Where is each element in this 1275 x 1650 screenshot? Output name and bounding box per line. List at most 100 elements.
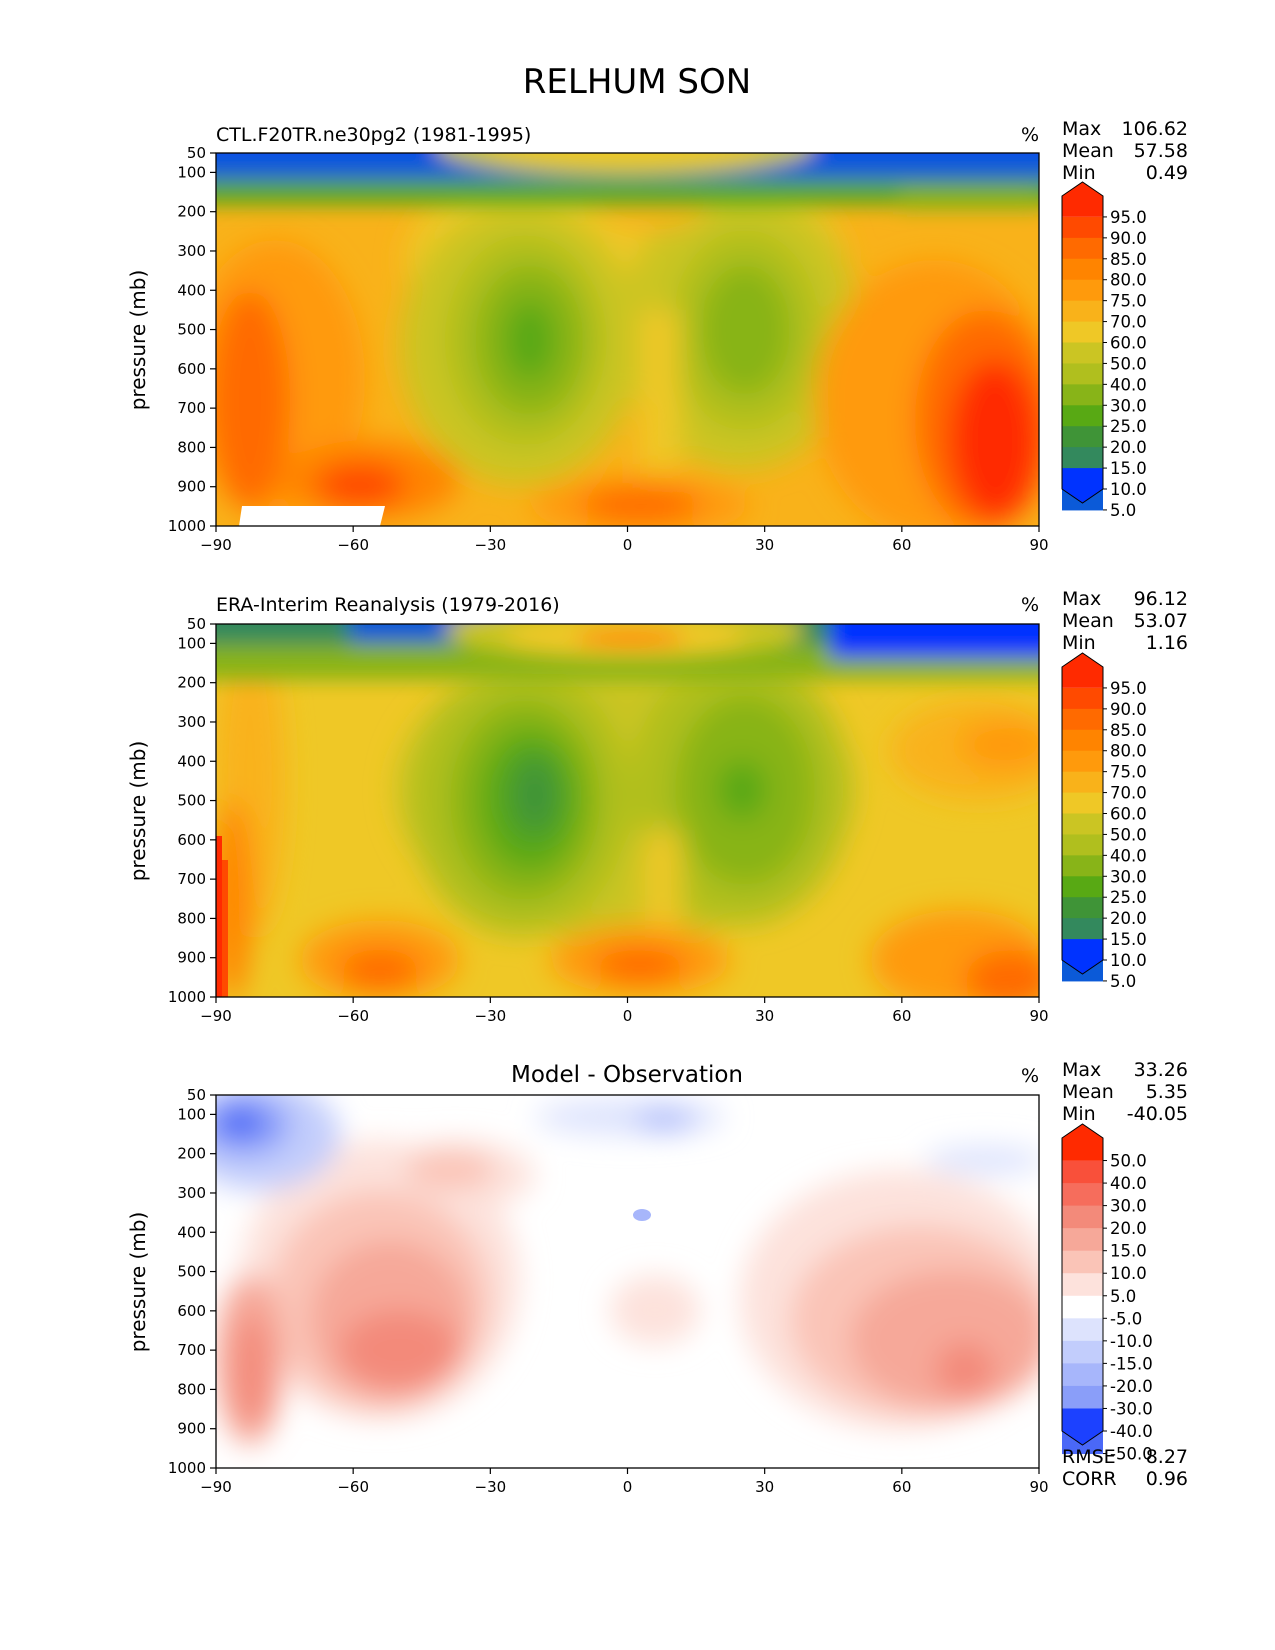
- y-tick-label: 800: [177, 1380, 206, 1398]
- colorbar-level-label: 20.0: [1110, 909, 1147, 928]
- colorbar-swatch: [1062, 855, 1103, 877]
- colorbar-level-label: 90.0: [1110, 229, 1147, 248]
- colorbar-level-label: 95.0: [1110, 208, 1147, 227]
- panel-diff: Model - Observation % Max 33.26 Mean 5.3…: [126, 1059, 1188, 1496]
- colorbar-level-label: 20.0: [1110, 438, 1147, 457]
- colorbar-swatch: [1062, 182, 1103, 217]
- colorbar-swatch: [1062, 1273, 1103, 1297]
- stat-label-mean: Mean: [1062, 140, 1114, 162]
- colorbar-swatch: [1062, 834, 1103, 856]
- colorbar-swatch: [1062, 363, 1103, 385]
- panel-title-diff: Model - Observation: [511, 1062, 743, 1088]
- stat-label-max: Max: [1062, 588, 1101, 610]
- colorbar-level-label: 50.0: [1110, 1152, 1147, 1171]
- colorbar-level-label: 50.0: [1110, 825, 1147, 844]
- stat-label-mean: Mean: [1062, 610, 1114, 632]
- colorbar-level-label: 60.0: [1110, 334, 1147, 353]
- y-tick-label: 700: [177, 1341, 206, 1359]
- x-tick-label: −60: [337, 536, 369, 554]
- y-tick-label: 200: [177, 674, 206, 692]
- main-title: RELHUM SON: [523, 62, 751, 102]
- stat-value-min: 1.16: [1146, 632, 1188, 654]
- stat-value-max: 106.62: [1122, 118, 1188, 140]
- stat-label-max: Max: [1062, 1059, 1101, 1081]
- y-axis-label-diff: pressure (mb): [126, 1212, 150, 1353]
- colorbar-swatch: [1062, 1340, 1103, 1364]
- panel-title-obs: ERA-Interim Reanalysis (1979-2016): [216, 594, 560, 616]
- colorbar-diff: 50.0 40.0 30.0 20.0 15.0 10.0 5.0 -5.0 -10.0 -15.…: [1061, 1123, 1153, 1464]
- panel-model: CTL.F20TR.ne30pg2 (1981-1995) % Max 106.…: [126, 118, 1188, 554]
- stats-model: Max 106.62 Mean 57.58 Min 0.49: [1062, 118, 1188, 184]
- colorbar-level-label: 70.0: [1110, 784, 1147, 803]
- colorbar-swatch: [1062, 426, 1103, 448]
- colorbar-level-label: 5.0: [1110, 972, 1136, 991]
- panel-title-model: CTL.F20TR.ne30pg2 (1981-1995): [216, 124, 531, 146]
- x-tick-label: 60: [892, 1478, 911, 1496]
- colorbar-swatch: [1062, 216, 1103, 239]
- colorbar-level-label: -40.0: [1110, 1422, 1153, 1441]
- units-label-obs: %: [1021, 594, 1039, 616]
- colorbar-swatch: [1062, 258, 1103, 281]
- x-tick-label: −30: [475, 536, 507, 554]
- extra-stats-diff: RMSE 8.27 CORR 0.96: [1062, 1446, 1188, 1490]
- y-tick-label: 1000: [168, 988, 206, 1006]
- stat-value-max: 96.12: [1134, 588, 1188, 610]
- x-tick-label: −90: [200, 1007, 232, 1025]
- colorbar-level-label: 60.0: [1110, 805, 1147, 824]
- colorbar-level-label: 80.0: [1110, 271, 1147, 290]
- colorbar-level-label: 85.0: [1110, 721, 1147, 740]
- stat-value-max: 33.26: [1134, 1059, 1188, 1081]
- stat-label-mean: Mean: [1062, 1081, 1114, 1103]
- colorbar-swatch: [1062, 750, 1103, 773]
- y-tick-label: 300: [177, 1184, 206, 1202]
- colorbar-level-label: 15.0: [1110, 1242, 1147, 1261]
- x-axis-model: −90 −60 −30 0 30 60 90: [200, 526, 1049, 554]
- x-axis-obs: −90 −60 −30 0 30 60 90: [200, 997, 1049, 1025]
- stat-label-max: Max: [1062, 118, 1101, 140]
- x-tick-label: −60: [337, 1478, 369, 1496]
- y-tick-label: 400: [177, 1223, 206, 1241]
- colorbar-swatch: [1062, 447, 1103, 469]
- colorbar-swatch: [1062, 1408, 1103, 1445]
- colorbar-level-label: 10.0: [1110, 480, 1147, 499]
- colorbar-level-label: 90.0: [1110, 700, 1147, 719]
- stat-label-rmse: RMSE: [1062, 1446, 1116, 1468]
- colorbar-level-label: 70.0: [1110, 313, 1147, 332]
- y-tick-label: 600: [177, 831, 206, 849]
- colorbar-swatch: [1062, 237, 1103, 260]
- x-tick-label: 90: [1029, 1478, 1048, 1496]
- colorbar-swatch: [1062, 792, 1103, 814]
- colorbar-level-label: 80.0: [1110, 742, 1147, 761]
- colorbar-swatch: [1062, 653, 1103, 688]
- colorbar-level-label: 40.0: [1110, 375, 1147, 394]
- y-tick-label: 1000: [168, 1459, 206, 1477]
- stat-value-rmse: 8.27: [1146, 1446, 1188, 1468]
- y-tick-label: 600: [177, 1302, 206, 1320]
- y-tick-label: 500: [177, 321, 206, 339]
- colorbar-swatch: [1062, 1228, 1103, 1252]
- colorbar-model: 95.0 90.0 85.0 80.0 75.0 70.0 60.050.0 40.0 30.0…: [1061, 181, 1147, 520]
- colorbar-swatch: [1062, 321, 1103, 343]
- colorbar-level-label: 40.0: [1110, 846, 1147, 865]
- y-tick-label: 50: [187, 1086, 206, 1104]
- colorbar-swatch: [1062, 279, 1103, 302]
- colorbar-level-label: -15.0: [1110, 1354, 1153, 1373]
- stat-label-corr: CORR: [1062, 1468, 1117, 1490]
- colorbar-swatch: [1062, 1205, 1103, 1229]
- colorbar-level-label: 30.0: [1110, 396, 1147, 415]
- x-tick-label: 0: [623, 1478, 633, 1496]
- y-tick-label: 900: [177, 1420, 206, 1438]
- y-tick-label: 300: [177, 242, 206, 260]
- colorbar-level-label: -10.0: [1110, 1332, 1153, 1351]
- stats-diff: Max 33.26 Mean 5.35 Min -40.05: [1062, 1059, 1188, 1125]
- stat-value-mean: 57.58: [1134, 140, 1188, 162]
- colorbar-swatch: [1062, 405, 1103, 427]
- colorbar-level-label: 20.0: [1110, 1219, 1147, 1238]
- colorbar-level-label: 10.0: [1110, 951, 1147, 970]
- colorbar-level-label: 95.0: [1110, 679, 1147, 698]
- units-label-model: %: [1021, 124, 1039, 146]
- x-tick-label: 30: [755, 1007, 774, 1025]
- colorbar-swatch: [1062, 1183, 1103, 1207]
